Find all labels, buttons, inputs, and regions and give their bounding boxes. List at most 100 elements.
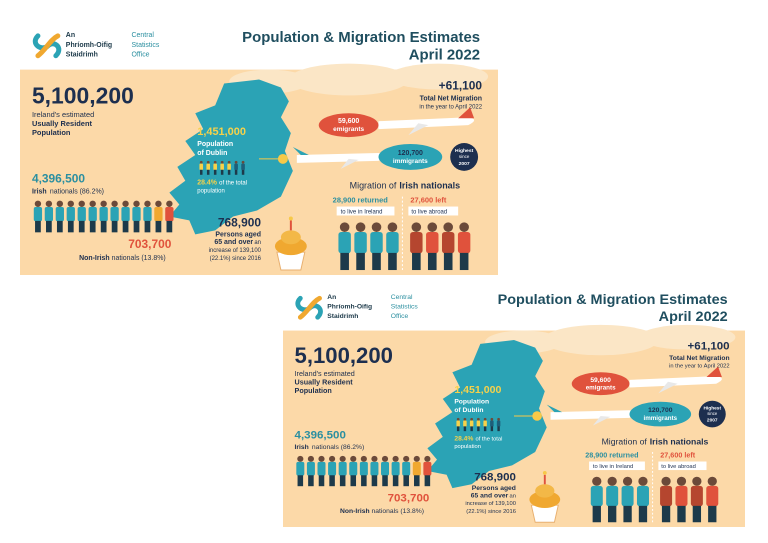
head xyxy=(355,222,366,232)
legs xyxy=(340,252,349,271)
body xyxy=(227,163,231,170)
legs xyxy=(403,475,409,487)
head xyxy=(307,455,314,462)
cloud xyxy=(388,63,489,90)
body xyxy=(55,206,64,222)
highest-text: since xyxy=(459,154,470,159)
person-figure xyxy=(44,200,54,233)
dublin-share: 28.4% xyxy=(454,436,473,443)
head xyxy=(122,200,129,207)
body xyxy=(88,206,97,222)
legs xyxy=(483,426,487,432)
legs xyxy=(339,475,346,487)
legs xyxy=(388,252,397,271)
cloud xyxy=(542,324,659,356)
dublin-share-label: of the total xyxy=(219,181,247,187)
person-figure xyxy=(328,455,337,487)
legs xyxy=(241,169,245,175)
older-label: 65 and over xyxy=(471,493,509,500)
person-figure xyxy=(621,476,634,523)
population-label: Usually Resident xyxy=(32,119,93,128)
legs xyxy=(608,505,617,523)
immigrants-value: 120,700 xyxy=(648,407,673,414)
highest-text: Highest xyxy=(455,148,474,154)
logo-text: Statistics xyxy=(391,304,419,311)
body xyxy=(220,163,224,170)
legs xyxy=(78,220,85,233)
legs xyxy=(371,475,378,487)
legs xyxy=(692,505,702,523)
population-label: Usually Resident xyxy=(295,379,354,387)
head xyxy=(381,455,389,462)
head xyxy=(424,455,431,462)
person-figure xyxy=(590,476,603,523)
body xyxy=(77,206,86,222)
head xyxy=(411,222,422,232)
person-figure xyxy=(386,222,399,271)
body xyxy=(370,231,383,254)
person-figure xyxy=(476,417,481,432)
dublin-figures xyxy=(199,160,245,175)
head xyxy=(463,417,467,421)
legs xyxy=(414,475,420,487)
legs xyxy=(329,475,335,487)
legs xyxy=(111,220,118,233)
body xyxy=(490,420,494,427)
head xyxy=(318,455,325,462)
body xyxy=(206,163,211,170)
irish-label: nationals (86.2%) xyxy=(312,444,364,451)
body xyxy=(154,206,163,222)
logo-text: Statistics xyxy=(132,42,160,49)
body xyxy=(386,231,399,254)
dublin-share-label: of the total xyxy=(476,437,503,443)
older-note: (22.1%) since 2016 xyxy=(466,509,516,515)
emigrants-label: emigrants xyxy=(333,126,364,133)
person-figure xyxy=(338,455,347,487)
person-figure xyxy=(463,417,467,432)
person-figure xyxy=(423,455,432,487)
legs xyxy=(213,169,217,175)
body xyxy=(317,461,326,476)
body xyxy=(213,163,217,170)
logo xyxy=(295,295,323,320)
body xyxy=(241,163,245,170)
dublin-label: of Dublin xyxy=(454,407,483,414)
dublin-dot xyxy=(277,153,288,164)
legs xyxy=(89,220,96,233)
head xyxy=(297,455,304,462)
logo-text: Office xyxy=(132,52,150,59)
returned-label: to live in Ireland xyxy=(341,209,383,215)
ireland-map xyxy=(169,79,293,235)
dublin-share-label: population xyxy=(454,444,481,450)
person-figure xyxy=(306,455,315,487)
head xyxy=(387,222,398,232)
head xyxy=(45,200,53,207)
head xyxy=(111,200,118,207)
legs xyxy=(100,220,107,233)
cupcake xyxy=(274,216,307,271)
legs xyxy=(708,505,717,523)
net-value: +61,100 xyxy=(688,341,730,353)
head xyxy=(350,455,357,462)
head xyxy=(676,476,687,486)
irish-bold: Irish xyxy=(32,189,47,196)
person-figure xyxy=(220,160,224,175)
body xyxy=(496,420,501,427)
legs xyxy=(35,220,41,233)
body xyxy=(99,206,108,222)
legs xyxy=(470,426,473,432)
body xyxy=(483,420,487,427)
head xyxy=(607,476,617,486)
body xyxy=(359,461,368,476)
population-label: Ireland's estimated xyxy=(295,370,355,378)
logo-text: Office xyxy=(391,313,409,320)
immigrants-value: 120,700 xyxy=(398,150,423,157)
population-label: Population xyxy=(32,128,71,137)
person-figure xyxy=(706,476,719,523)
body xyxy=(296,461,305,476)
head xyxy=(56,200,64,207)
highest-badge xyxy=(450,143,479,171)
head xyxy=(661,476,671,486)
irish-label: nationals (86.2%) xyxy=(50,189,104,196)
older-note: increase of 139,100 xyxy=(209,248,262,254)
